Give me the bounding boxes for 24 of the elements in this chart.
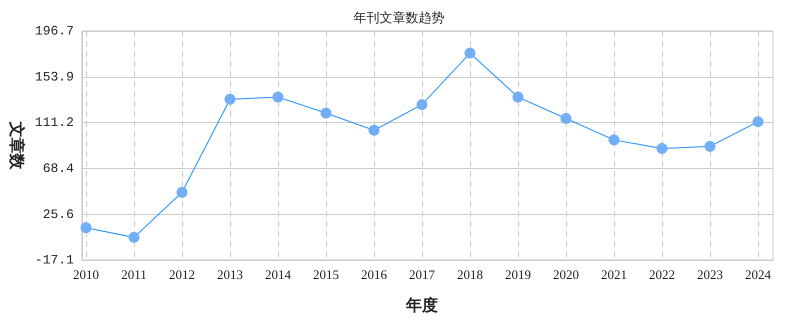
x-tick-label: 2021 bbox=[601, 267, 627, 282]
x-tick-label: 2022 bbox=[649, 267, 675, 282]
x-tick-label: 2024 bbox=[745, 267, 772, 282]
y-tick-label: 25.6 bbox=[42, 206, 74, 222]
x-tick-label: 2014 bbox=[265, 267, 292, 282]
chart-title: 年刊文章数趋势 bbox=[354, 10, 444, 25]
x-tick-label: 2019 bbox=[505, 267, 531, 282]
x-tick-label: 2012 bbox=[169, 267, 195, 282]
x-tick-label: 2018 bbox=[457, 267, 483, 282]
y-tick-label: -17.1 bbox=[34, 252, 74, 268]
x-tick-label: 2023 bbox=[697, 267, 723, 282]
y-tick-label: 68.4 bbox=[42, 160, 74, 176]
x-tick-label: 2020 bbox=[553, 267, 579, 282]
x-axis-title: 年度 bbox=[405, 296, 438, 314]
x-tick-label: 2013 bbox=[217, 267, 243, 282]
x-tick-label: 2016 bbox=[361, 267, 388, 282]
y-axis-title: 文章数 bbox=[8, 120, 26, 170]
y-tick-label: 196.7 bbox=[34, 24, 74, 38]
y-tick-label: 153.9 bbox=[34, 69, 74, 84]
x-tick-label: 2011 bbox=[121, 267, 147, 282]
x-tick-label: 2015 bbox=[313, 267, 339, 282]
y-tick-label: 111.2 bbox=[34, 115, 74, 130]
x-tick-label: 2010 bbox=[73, 267, 99, 282]
x-tick-label: 2017 bbox=[409, 267, 436, 282]
